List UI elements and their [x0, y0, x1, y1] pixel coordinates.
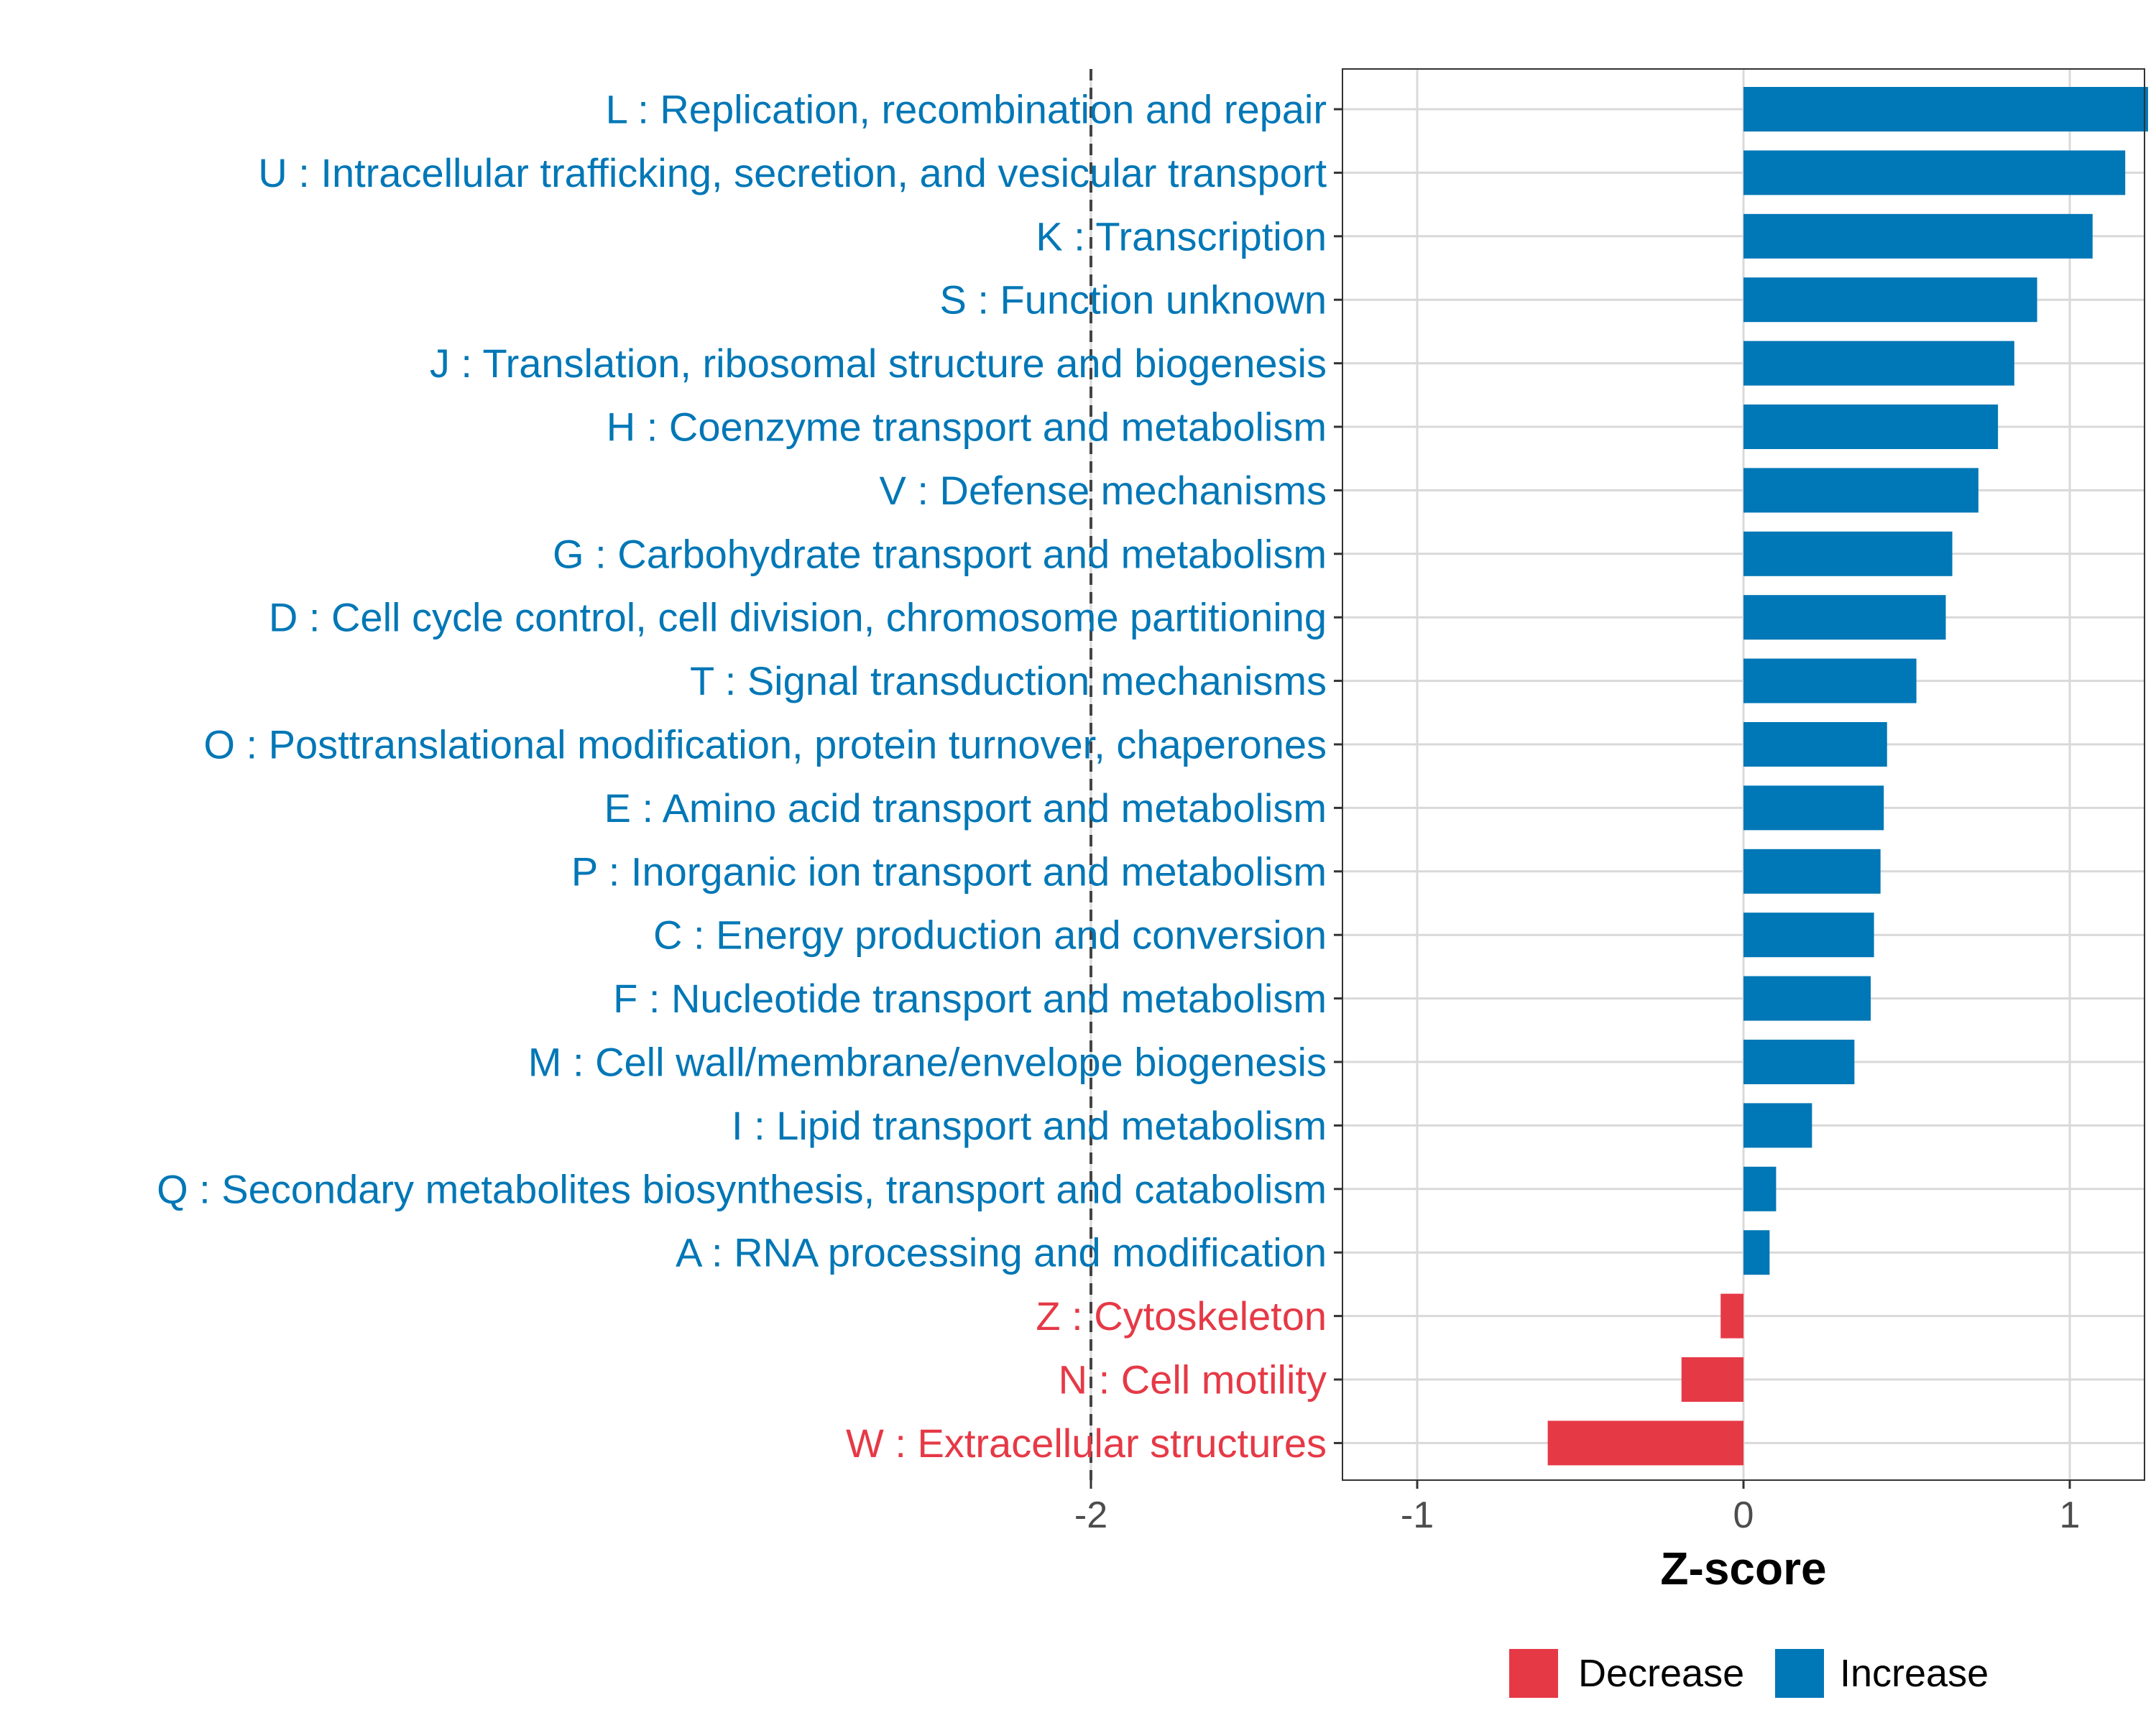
bar: [1743, 213, 2093, 259]
category-label: J : Translation, ribosomal structure and…: [430, 341, 1327, 386]
bar: [1743, 1230, 1770, 1275]
category-labels: L : Replication, recombination and repai…: [157, 87, 1342, 1466]
bar: [1743, 468, 1978, 513]
legend-label-decrease: Decrease: [1578, 1652, 1744, 1695]
bar: [1743, 912, 1874, 958]
category-label: I : Lipid transport and metabolism: [732, 1103, 1327, 1148]
bar: [1743, 1166, 1777, 1211]
x-axis: -2-1012: [1074, 1480, 2081, 1536]
category-label: F : Nucleotide transport and metabolism: [613, 976, 1327, 1021]
category-label: P : Inorganic ion transport and metaboli…: [571, 849, 1327, 894]
category-label: D : Cell cycle control, cell division, c…: [269, 595, 1327, 640]
category-label: E : Amino acid transport and metabolism: [604, 785, 1327, 831]
category-label: C : Energy production and conversion: [653, 912, 1327, 958]
x-axis-title: Z-score: [1660, 1543, 1826, 1594]
bar: [1743, 976, 1871, 1021]
bar: [1743, 1040, 1855, 1084]
legend-swatch-increase: [1775, 1649, 1824, 1698]
legend: Decrease Increase: [1509, 1649, 1989, 1698]
legend-label-increase: Increase: [1840, 1652, 1989, 1695]
category-label: G : Carbohydrate transport and metabolis…: [553, 531, 1327, 576]
x-tick-label: 1: [2060, 1494, 2081, 1536]
bar: [1743, 87, 2148, 131]
category-label: M : Cell wall/membrane/envelope biogenes…: [528, 1040, 1327, 1085]
category-label: A : RNA processing and modification: [676, 1230, 1327, 1275]
category-label: Q : Secondary metabolites biosynthesis, …: [157, 1166, 1327, 1211]
bar: [1743, 277, 2037, 323]
bar: [1743, 1103, 1812, 1148]
bar: [1743, 722, 1887, 767]
bar: [1720, 1293, 1743, 1339]
bar: [1743, 849, 1881, 894]
x-tick-label: -1: [1401, 1494, 1434, 1536]
category-label: T : Signal transduction mechanisms: [690, 658, 1327, 703]
category-label: N : Cell motility: [1059, 1357, 1327, 1403]
bar: [1743, 405, 1999, 449]
bar: [1743, 658, 1917, 703]
bar: [1681, 1357, 1743, 1402]
category-label: L : Replication, recombination and repai…: [606, 87, 1327, 132]
category-label: O : Posttranslational modification, prot…: [203, 722, 1327, 767]
category-label: W : Extracellular structures: [846, 1420, 1327, 1466]
bar: [1743, 341, 2014, 386]
bar: [1743, 150, 2126, 195]
category-label: U : Intracellular trafficking, secretion…: [258, 150, 1327, 195]
bars-layer: [1547, 87, 2148, 1466]
category-label: H : Coenzyme transport and metabolism: [607, 405, 1327, 450]
bar: [1743, 531, 1953, 576]
legend-swatch-decrease: [1509, 1649, 1558, 1698]
bar: [1547, 1420, 1743, 1466]
category-label: Z : Cytoskeleton: [1036, 1293, 1327, 1339]
x-tick-label: -2: [1074, 1494, 1107, 1536]
category-label: S : Function unknown: [939, 277, 1327, 323]
reference-lines: [1089, 69, 1092, 1480]
bar: [1743, 595, 1946, 640]
bar: [1743, 785, 1884, 831]
category-label: V : Defense mechanisms: [880, 468, 1327, 513]
x-tick-label: 0: [1733, 1494, 1754, 1536]
category-label: K : Transcription: [1036, 213, 1327, 259]
